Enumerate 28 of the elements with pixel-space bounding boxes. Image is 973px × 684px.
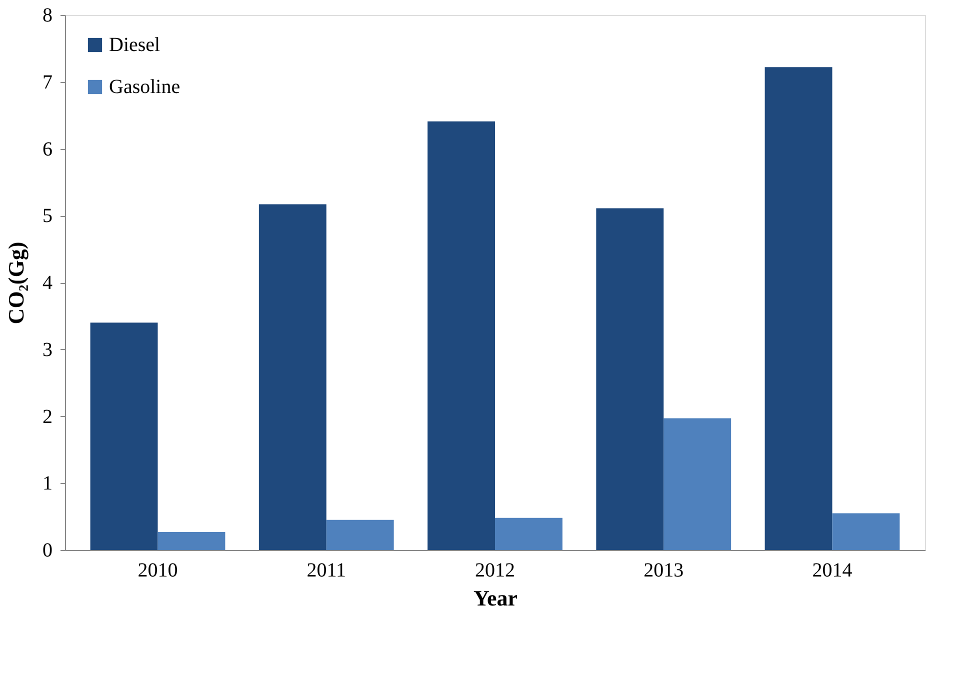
- x-tick-label: 2010: [138, 560, 178, 582]
- bar: [764, 67, 832, 550]
- y-tick-label: 8: [42, 4, 52, 26]
- bar: [664, 418, 732, 550]
- y-axis-title: CO₂(Gg): [4, 242, 28, 324]
- legend-label: Gasoline: [109, 76, 180, 98]
- y-tick-label: 3: [42, 338, 52, 361]
- bar: [495, 518, 562, 550]
- y-tick-label: 1: [42, 472, 52, 495]
- y-tick-label: 0: [42, 540, 52, 562]
- bar: [596, 208, 664, 550]
- bar: [326, 520, 394, 550]
- y-tick-label: 5: [42, 205, 52, 228]
- y-tick-label: 7: [42, 71, 52, 94]
- x-axis-title: Year: [474, 586, 518, 610]
- bar: [832, 513, 900, 550]
- bar: [158, 532, 226, 550]
- x-tick-label: 2012: [475, 560, 515, 582]
- y-tick-label: 6: [42, 138, 52, 160]
- y-tick-label: 4: [42, 272, 52, 294]
- bar: [90, 322, 158, 550]
- bar: [258, 204, 326, 550]
- x-tick-label: 2013: [644, 560, 684, 582]
- y-tick-label: 2: [42, 406, 52, 428]
- x-tick-label: 2011: [306, 560, 346, 582]
- x-tick-label: 2014: [812, 560, 852, 582]
- legend-label: Diesel: [109, 34, 161, 56]
- bar: [428, 121, 495, 550]
